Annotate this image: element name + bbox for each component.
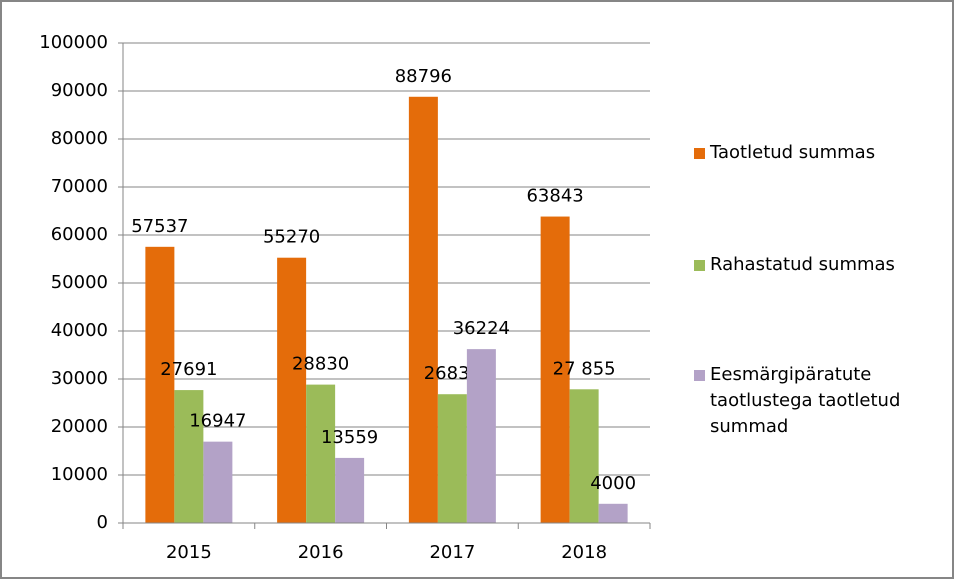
y-tick-label: 0 (97, 512, 108, 533)
data-label: 28830 (292, 354, 349, 375)
bar (569, 389, 599, 523)
x-tick-label: 2017 (429, 542, 475, 563)
data-label: 27691 (160, 359, 217, 380)
bar (203, 441, 233, 523)
legend-label: Eesmärgipäratute taotlustega taotletud s… (710, 364, 901, 437)
bar (335, 457, 365, 523)
bar (306, 384, 336, 523)
y-tick-label: 60000 (51, 224, 108, 245)
bar (277, 257, 307, 523)
data-label: 27 855 (553, 358, 616, 379)
data-label: 36224 (453, 318, 510, 339)
legend-swatch (694, 370, 705, 381)
y-tick-label: 50000 (51, 272, 108, 293)
y-tick-label: 70000 (51, 176, 108, 197)
data-label: 26830 (424, 363, 481, 384)
bar (174, 390, 204, 523)
legend-swatch (694, 260, 705, 271)
data-label: 13559 (321, 427, 378, 448)
y-tick-label: 100000 (39, 32, 108, 53)
legend-swatch (694, 148, 705, 159)
y-tick-label: 30000 (51, 368, 108, 389)
data-label: 16947 (189, 411, 246, 432)
bar (437, 394, 467, 523)
y-tick-label: 80000 (51, 128, 108, 149)
y-tick-label: 20000 (51, 416, 108, 437)
bar (466, 349, 496, 523)
y-tick-label: 10000 (51, 464, 108, 485)
legend-label: Rahastatud summas (710, 254, 895, 275)
bar (145, 246, 175, 524)
y-tick-label: 90000 (51, 80, 108, 101)
data-label: 4000 (590, 473, 636, 494)
legend-label: Taotletud summas (710, 142, 876, 163)
legend-item: Rahastatud summas (692, 252, 947, 278)
bar (408, 96, 438, 523)
bar (540, 216, 570, 524)
x-tick-label: 2016 (298, 542, 344, 563)
x-tick-label: 2018 (561, 542, 607, 563)
y-tick-label: 40000 (51, 320, 108, 341)
x-tick-label: 2015 (166, 542, 212, 563)
legend-item: Taotletud summas (692, 140, 947, 166)
bar (598, 503, 628, 523)
data-label: 63843 (526, 186, 583, 207)
legend-item: Eesmärgipäratute taotlustega taotletud s… (692, 362, 947, 440)
data-label: 88796 (395, 66, 452, 87)
data-label: 57537 (131, 216, 188, 237)
data-label: 55270 (263, 227, 320, 248)
